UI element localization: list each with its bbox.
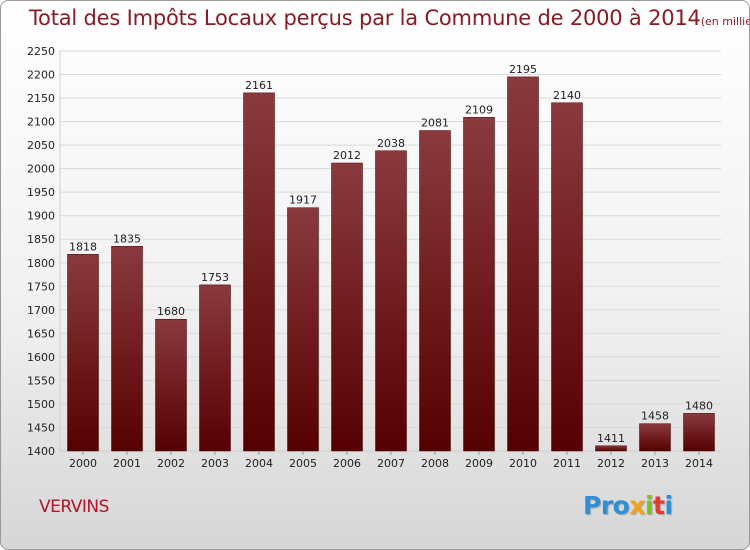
y-axis-ticks: 1400 1450 1500 1550 1600 1650 1700 1750 1800 1850…	[27, 45, 55, 458]
bar-2005	[287, 207, 319, 452]
data-label-2013: 1458	[641, 410, 669, 423]
bar-2001	[111, 246, 143, 452]
y-tick-label: 2100	[27, 116, 55, 129]
x-tick-label-2013: 2013	[641, 457, 669, 470]
y-tick-label: 2150	[27, 92, 55, 105]
chart-title-unit: (en milliers d'€)	[700, 15, 749, 28]
bar-2007	[375, 150, 407, 452]
x-tick-label-2010: 2010	[509, 457, 537, 470]
x-tick-label-2006: 2006	[333, 457, 361, 470]
data-label-2014: 1480	[685, 399, 713, 412]
x-tick-label-2004: 2004	[245, 457, 273, 470]
y-tick-label: 1500	[27, 398, 55, 411]
y-tick-label: 1800	[27, 257, 55, 270]
logo-part-1: Pro	[583, 491, 630, 520]
data-label-2006: 2012	[333, 149, 361, 162]
logo-part-2: x	[629, 491, 645, 520]
y-tick-label: 2250	[27, 45, 55, 58]
bar-2014	[683, 413, 715, 452]
y-tick-label: 2000	[27, 163, 55, 176]
bars	[67, 76, 715, 452]
x-tick-label-2003: 2003	[201, 457, 229, 470]
data-label-2002: 1680	[157, 305, 185, 318]
y-tick-label: 2050	[27, 139, 55, 152]
data-label-2010: 2195	[509, 63, 537, 76]
x-tick-label-2009: 2009	[465, 457, 493, 470]
y-tick-label: 1450	[27, 421, 55, 434]
data-label-2009: 2109	[465, 103, 493, 116]
y-tick-label: 1650	[27, 327, 55, 340]
bar-2011	[551, 102, 583, 452]
x-axis-ticks: 2000 2001 2002 2003 2004 2005 2006 2007 2008 2009…	[69, 451, 713, 470]
x-tick-label-2005: 2005	[289, 457, 317, 470]
x-tick-label-2014: 2014	[685, 457, 713, 470]
bar-2004	[243, 92, 275, 452]
bar-2009	[463, 117, 495, 452]
data-label-2012: 1411	[597, 432, 625, 445]
data-label-2011: 2140	[553, 89, 581, 102]
y-tick-label: 1750	[27, 280, 55, 293]
y-tick-label: 1850	[27, 233, 55, 246]
bar-2013	[639, 423, 671, 452]
logo-part-3: i	[644, 491, 654, 520]
x-tick-label-2001: 2001	[113, 457, 141, 470]
bar-2002	[155, 318, 187, 452]
data-label-2004: 2161	[245, 79, 273, 92]
y-tick-label: 2200	[27, 69, 55, 82]
y-tick-label: 1550	[27, 374, 55, 387]
x-tick-label-2012: 2012	[597, 457, 625, 470]
y-tick-label: 1900	[27, 210, 55, 223]
x-tick-label-2000: 2000	[69, 457, 97, 470]
x-tick-label-2008: 2008	[421, 457, 449, 470]
data-label-2001: 1835	[113, 232, 141, 245]
logo-part-5: i	[664, 491, 674, 520]
x-tick-label-2011: 2011	[553, 457, 581, 470]
bar-2000	[67, 254, 99, 452]
data-label-2003: 1753	[201, 271, 229, 284]
chart-title-text: Total des Impôts Locaux perçus par la Co…	[29, 6, 701, 30]
bar-2003	[199, 284, 231, 452]
commune-name: VERVINS	[39, 497, 109, 517]
y-tick-label: 1950	[27, 186, 55, 199]
y-tick-label: 1400	[27, 445, 55, 458]
bar-2010	[507, 76, 539, 452]
x-tick-label-2007: 2007	[377, 457, 405, 470]
proxiti-logo[interactable]: Proxiti	[583, 491, 673, 520]
data-label-2008: 2081	[421, 117, 449, 130]
bar-2006	[331, 162, 363, 452]
logo-part-4: t	[653, 491, 665, 520]
bar-2008	[419, 130, 451, 452]
data-labels: 1818 1835 1680 1753 2161 1917 2012 2038 2081 2109…	[69, 63, 713, 445]
bar-2012	[595, 445, 627, 452]
chart-title: Total des Impôts Locaux perçus par la Co…	[29, 6, 749, 30]
data-label-2000: 1818	[69, 240, 97, 253]
data-label-2007: 2038	[377, 137, 405, 150]
y-tick-label: 1700	[27, 304, 55, 317]
data-label-2005: 1917	[289, 194, 317, 207]
x-tick-label-2002: 2002	[157, 457, 185, 470]
y-tick-label: 1600	[27, 351, 55, 364]
